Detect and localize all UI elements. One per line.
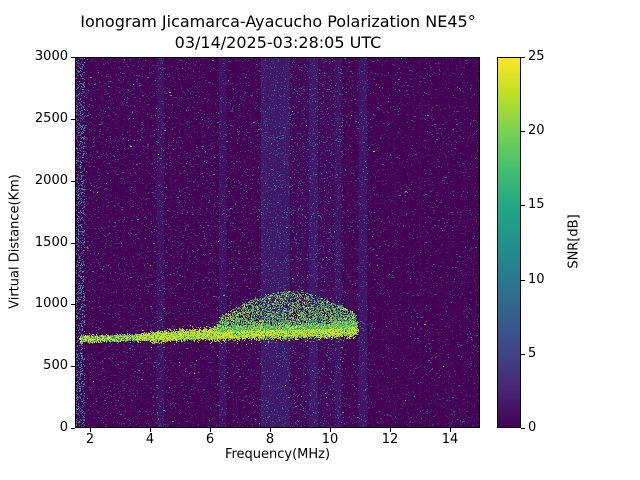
y-tick-mark: [71, 243, 75, 244]
x-tick-mark: [270, 428, 271, 432]
x-tick-label: 12: [381, 432, 399, 447]
colorbar-tick-mark: [521, 131, 525, 132]
y-tick-mark: [71, 428, 75, 429]
y-tick-label: 2000: [34, 173, 68, 188]
x-tick-label: 4: [145, 432, 155, 447]
x-tick-mark: [450, 428, 451, 432]
y-tick-mark: [71, 181, 75, 182]
y-tick-mark: [71, 119, 75, 120]
colorbar-tick-label: 10: [528, 272, 545, 287]
y-tick-mark: [71, 57, 75, 58]
x-tick-label: 2: [85, 432, 95, 447]
x-tick-mark: [210, 428, 211, 432]
y-tick-mark: [71, 304, 75, 305]
colorbar-gradient: [497, 57, 521, 428]
y-tick-mark: [71, 366, 75, 367]
x-tick-label: 8: [265, 432, 275, 447]
x-tick-mark: [90, 428, 91, 432]
x-tick-label: 10: [321, 432, 339, 447]
y-tick-label: 1000: [34, 296, 68, 311]
x-tick-mark: [330, 428, 331, 432]
x-tick-label: 6: [205, 432, 215, 447]
colorbar-tick-label: 15: [528, 197, 545, 212]
colorbar-label: SNR[dB]: [566, 214, 582, 269]
colorbar-tick-label: 25: [528, 49, 545, 64]
y-tick-label: 0: [59, 420, 68, 435]
colorbar-tick-mark: [521, 57, 525, 58]
y-tick-label: 3000: [34, 49, 68, 64]
chart-subtitle: 03/14/2025-03:28:05 UTC: [174, 33, 382, 52]
x-tick-label: 14: [441, 432, 459, 447]
colorbar-tick-label: 5: [528, 346, 537, 361]
ionogram-heatmap: [75, 57, 480, 428]
colorbar-tick-label: 0: [528, 420, 537, 435]
y-tick-label: 2500: [34, 111, 68, 126]
colorbar-tick-label: 20: [528, 123, 545, 138]
colorbar-tick-mark: [521, 354, 525, 355]
chart-title: Ionogram Jicamarca-Ayacucho Polarization…: [80, 12, 476, 31]
colorbar-tick-mark: [521, 428, 525, 429]
y-tick-label: 1500: [34, 235, 68, 250]
x-tick-mark: [390, 428, 391, 432]
colorbar-tick-mark: [521, 205, 525, 206]
colorbar-tick-mark: [521, 280, 525, 281]
y-tick-label: 500: [43, 358, 68, 373]
x-tick-mark: [150, 428, 151, 432]
x-axis-label: Frequency(MHz): [224, 447, 331, 462]
